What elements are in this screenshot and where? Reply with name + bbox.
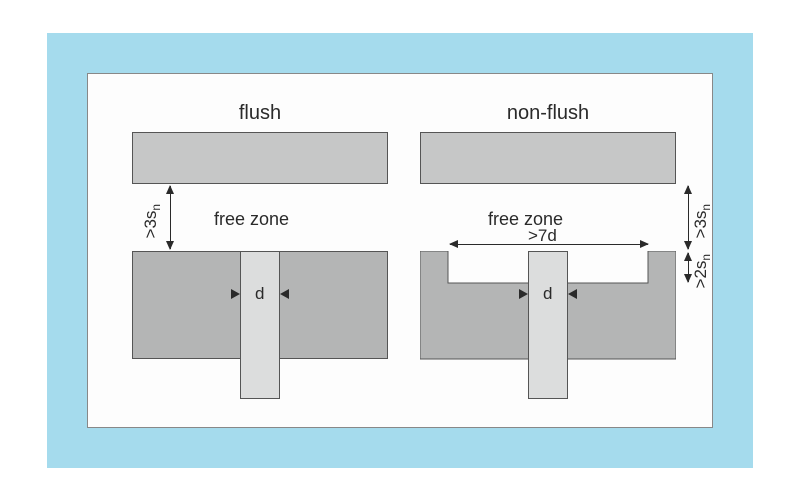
outer-frame: flush free zone >3sn d non-flush free zo… bbox=[47, 33, 753, 468]
flush-target bbox=[132, 132, 388, 184]
nonflush-2sn-arrow bbox=[688, 253, 689, 282]
flush-title: flush bbox=[132, 102, 388, 125]
flush-free-zone-label: free zone bbox=[214, 209, 289, 230]
nonflush-3sn-arrow bbox=[688, 186, 689, 249]
nonflush-sensor bbox=[528, 251, 568, 399]
flush-d-tri-right bbox=[280, 289, 289, 299]
nonflush-title: non-flush bbox=[420, 102, 676, 125]
nonflush-target bbox=[420, 132, 676, 184]
nonflush-d-label: d bbox=[543, 284, 552, 304]
flush-sensor bbox=[240, 251, 280, 399]
flush-d-label: d bbox=[255, 284, 264, 304]
nonflush-d-tri-right bbox=[568, 289, 577, 299]
diagram-panel: flush free zone >3sn d non-flush free zo… bbox=[87, 73, 713, 428]
nonflush-d-tri-left bbox=[519, 289, 528, 299]
flush-gap-arrow bbox=[170, 186, 171, 249]
flush-d-tri-left bbox=[231, 289, 240, 299]
nonflush-2sn-label: >2sn bbox=[691, 241, 713, 301]
flush-gap-label: >3sn bbox=[141, 201, 163, 241]
nonflush-7d-label: >7d bbox=[528, 226, 557, 246]
